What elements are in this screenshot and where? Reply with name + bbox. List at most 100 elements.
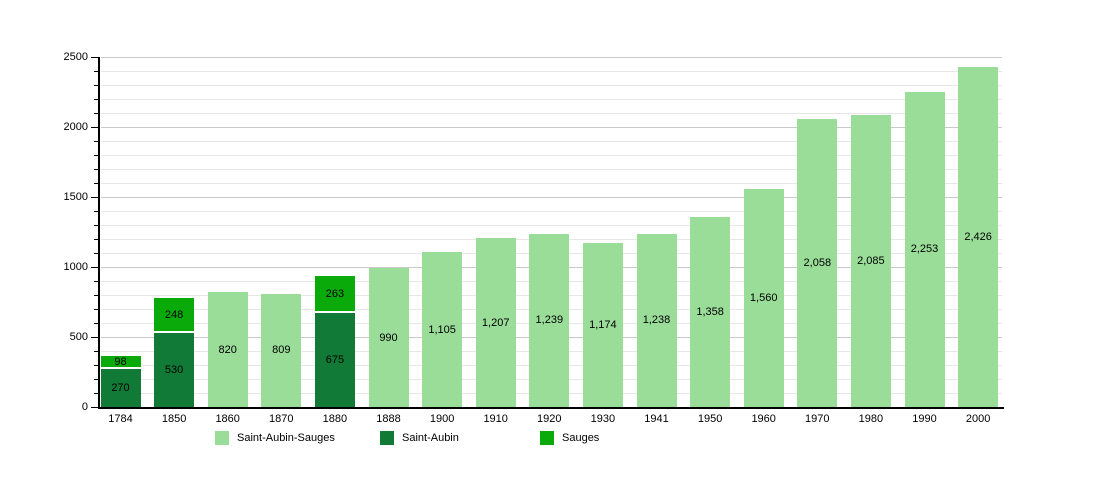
bar-1990: 2,253: [904, 91, 945, 407]
y-tick: [94, 365, 98, 366]
bar-1784-separator: [100, 367, 141, 370]
bar-1784-saint-aubin: 270: [100, 369, 141, 407]
y-tick: [94, 71, 98, 72]
bar-1880-saint-aubin: 675: [314, 312, 355, 407]
minor-gridline: [101, 141, 1002, 142]
minor-gridline: [101, 155, 1002, 156]
y-tick: [94, 225, 98, 226]
legend-swatch-sauges: [540, 431, 554, 445]
y-tick: [94, 239, 98, 240]
bar-value-1850-sauges: 248: [164, 309, 184, 322]
major-gridline: [101, 197, 1002, 198]
bar-1880-sauges: 263: [314, 275, 355, 313]
x-tick-label-1941: 1941: [644, 413, 669, 425]
minor-gridline: [101, 99, 1002, 100]
x-tick-label-1970: 1970: [805, 413, 830, 425]
bar-1950: 1,358: [690, 216, 731, 407]
bar-1930: 1,174: [582, 242, 623, 407]
bar-1850-sauges: 248: [154, 298, 195, 333]
x-axis-line: [98, 407, 1004, 409]
minor-gridline: [101, 169, 1002, 170]
x-tick-label-1850: 1850: [161, 413, 187, 425]
y-tick-label-1500: 1500: [63, 191, 88, 203]
minor-gridline: [101, 71, 1002, 72]
x-tick-label-1910: 1910: [483, 413, 508, 425]
bar-1910: 1,207: [475, 238, 516, 407]
y-tick: [94, 393, 98, 394]
y-tick: [94, 169, 98, 170]
bar-1880-separator: [314, 310, 355, 313]
y-tick: [94, 295, 98, 296]
y-tick: [94, 379, 98, 380]
bar-2000: 2,426: [958, 67, 999, 407]
minor-gridline: [101, 211, 1002, 212]
bar-value-1784-saint-aubin: 270: [111, 382, 130, 395]
x-tick-label-1920: 1920: [537, 413, 562, 425]
y-axis-line: [98, 57, 100, 409]
legend-item-saint-aubin-sauges: Saint-Aubin-Sauges: [215, 431, 335, 445]
y-tick: [91, 197, 98, 198]
bar-value-1880-sauges: 263: [325, 288, 345, 301]
bar-value-1920: 1,239: [535, 314, 564, 327]
bar-1960: 1,560: [743, 188, 784, 407]
x-tick-label-1980: 1980: [858, 413, 884, 425]
y-tick: [94, 211, 98, 212]
legend-label: Sauges: [562, 432, 600, 444]
bar-value-1850-saint-aubin: 530: [164, 363, 184, 376]
bar-1888: 990: [368, 268, 409, 407]
bar-value-1900: 1,105: [428, 323, 456, 336]
bar-value-1950: 1,358: [696, 305, 724, 318]
y-tick: [94, 155, 98, 156]
y-tick: [94, 85, 98, 86]
x-tick-label-1960: 1960: [751, 413, 776, 425]
bar-value-1941: 1,238: [642, 314, 671, 327]
y-tick: [91, 127, 98, 128]
y-tick-label-2000: 2000: [63, 121, 88, 133]
bar-value-1888: 990: [379, 331, 398, 344]
bar-value-1980: 2,085: [857, 255, 885, 268]
y-tick: [94, 281, 98, 282]
y-tick: [94, 351, 98, 352]
y-tick: [94, 253, 98, 254]
y-tick-label-1000: 1000: [63, 261, 88, 273]
bar-value-1990: 2,253: [910, 243, 939, 256]
x-tick-label-1860: 1860: [215, 413, 240, 425]
bar-value-1870: 809: [272, 344, 291, 357]
x-tick-label-1870: 1870: [269, 413, 294, 425]
bar-1784-sauges: 98: [100, 355, 141, 370]
minor-gridline: [101, 85, 1002, 86]
y-tick: [91, 407, 98, 408]
bar-value-1860: 820: [218, 343, 237, 356]
bar-value-1784-sauges: 98: [114, 356, 127, 369]
y-tick: [94, 323, 98, 324]
y-tick: [94, 99, 98, 100]
y-tick-label-0: 0: [81, 401, 88, 413]
major-gridline: [101, 127, 1002, 128]
bar-1980: 2,085: [850, 115, 891, 407]
x-tick-label-1990: 1990: [912, 413, 937, 425]
x-tick-label-1784: 1784: [108, 413, 133, 425]
bar-value-1970: 2,058: [803, 256, 832, 269]
bar-1941: 1,238: [636, 233, 677, 407]
y-tick-label-2500: 2500: [63, 51, 88, 63]
x-tick-label-2000: 2000: [965, 413, 991, 425]
legend-item-saint-aubin: Saint-Aubin: [380, 431, 459, 445]
minor-gridline: [101, 113, 1002, 114]
y-tick: [91, 337, 98, 338]
bar-1850-saint-aubin: 530: [154, 332, 195, 407]
y-tick: [94, 183, 98, 184]
bar-1920: 1,239: [529, 233, 570, 407]
bar-value-2000: 2,426: [964, 231, 992, 244]
legend-swatch-saint-aubin: [380, 431, 394, 445]
legend-label: Saint-Aubin: [402, 432, 459, 444]
x-tick-label-1930: 1930: [590, 413, 616, 425]
legend-label: Saint-Aubin-Sauges: [237, 432, 335, 444]
major-gridline: [101, 57, 1002, 58]
bar-1970: 2,058: [797, 118, 838, 407]
y-tick: [91, 57, 98, 58]
bar-value-1960: 1,560: [749, 291, 778, 304]
bar-1850-separator: [154, 330, 195, 333]
bar-value-1910: 1,207: [481, 316, 510, 329]
y-tick: [91, 267, 98, 268]
